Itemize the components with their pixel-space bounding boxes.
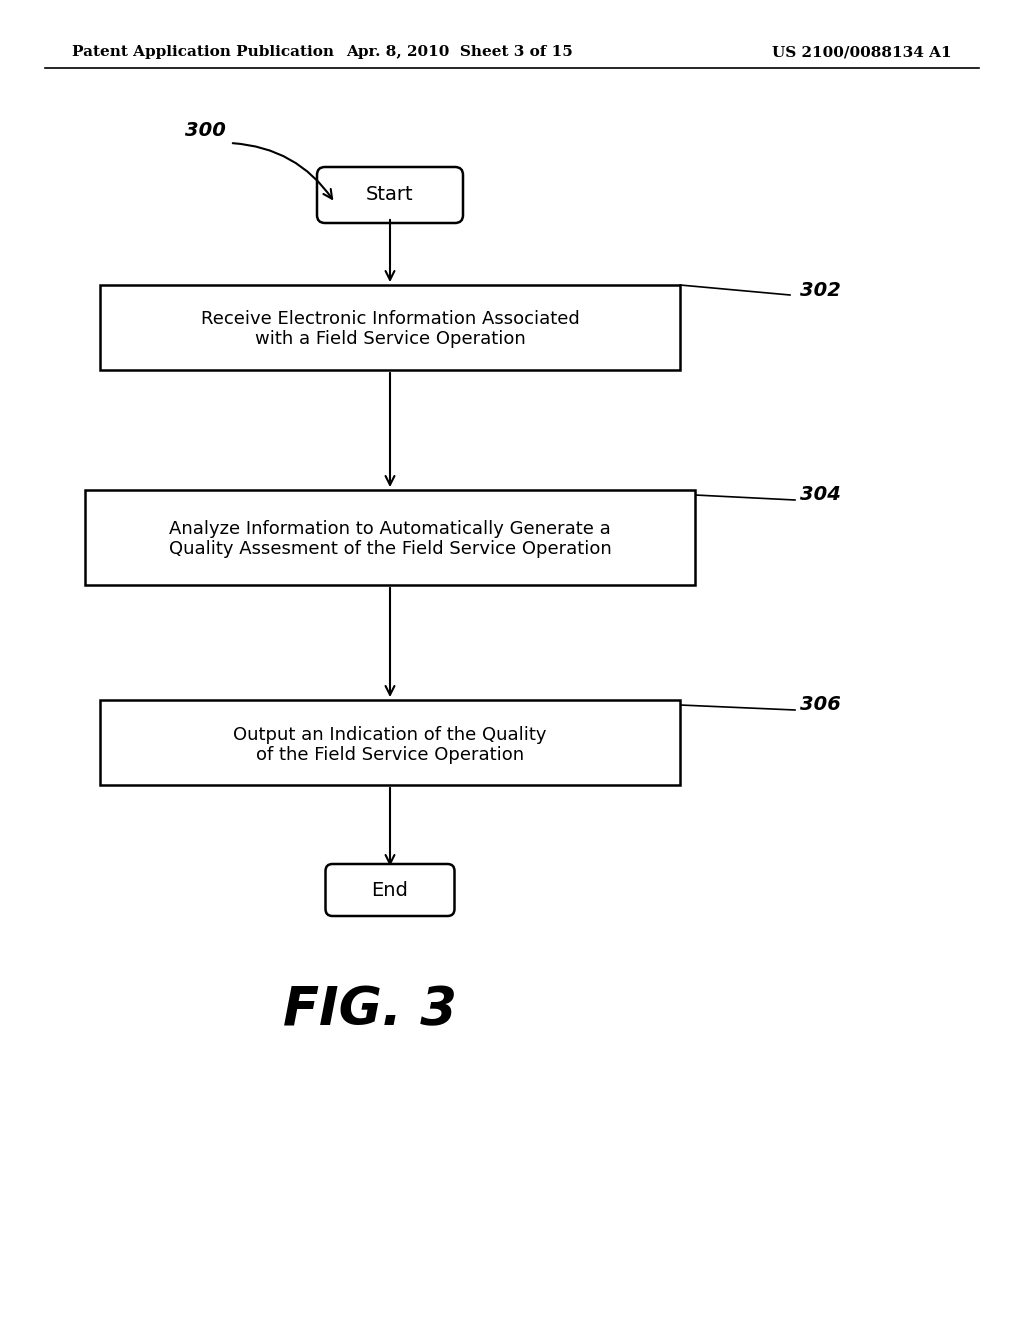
Bar bbox=[85, 490, 695, 585]
Text: End: End bbox=[372, 880, 409, 899]
Text: 300: 300 bbox=[184, 120, 225, 140]
Text: 306: 306 bbox=[800, 696, 841, 714]
Bar bbox=[100, 285, 680, 370]
FancyBboxPatch shape bbox=[326, 865, 455, 916]
Text: Analyze Information to Automatically Generate a: Analyze Information to Automatically Gen… bbox=[169, 520, 611, 539]
Text: Patent Application Publication: Patent Application Publication bbox=[72, 45, 334, 59]
Text: with a Field Service Operation: with a Field Service Operation bbox=[255, 330, 525, 348]
Text: Receive Electronic Information Associated: Receive Electronic Information Associate… bbox=[201, 310, 580, 329]
Text: of the Field Service Operation: of the Field Service Operation bbox=[256, 746, 524, 763]
Text: Apr. 8, 2010  Sheet 3 of 15: Apr. 8, 2010 Sheet 3 of 15 bbox=[347, 45, 573, 59]
Text: Quality Assesment of the Field Service Operation: Quality Assesment of the Field Service O… bbox=[169, 540, 611, 558]
Text: 304: 304 bbox=[800, 486, 841, 504]
Bar bbox=[100, 700, 680, 785]
Text: Output an Indication of the Quality: Output an Indication of the Quality bbox=[233, 726, 547, 743]
Text: Start: Start bbox=[367, 186, 414, 205]
FancyBboxPatch shape bbox=[317, 168, 463, 223]
Text: FIG. 3: FIG. 3 bbox=[283, 983, 457, 1036]
Text: US 2100/0088134 A1: US 2100/0088134 A1 bbox=[772, 45, 952, 59]
Text: 302: 302 bbox=[800, 281, 841, 300]
